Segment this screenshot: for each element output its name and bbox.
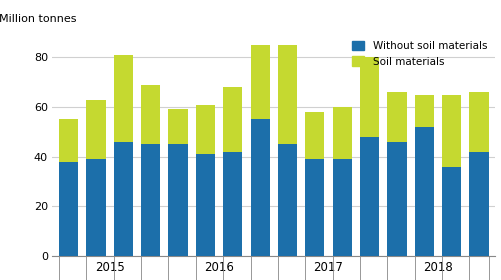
Bar <box>168 144 187 256</box>
Bar <box>442 167 461 256</box>
Bar <box>387 142 406 256</box>
Bar <box>168 109 187 144</box>
Bar <box>196 154 215 256</box>
Bar <box>360 137 379 256</box>
Bar <box>415 95 434 127</box>
Bar <box>305 112 325 159</box>
Bar <box>86 100 106 159</box>
Bar <box>114 142 133 256</box>
Bar <box>469 92 488 152</box>
Bar <box>469 152 488 256</box>
Bar <box>278 144 297 256</box>
Bar <box>250 45 270 120</box>
Bar <box>387 92 406 142</box>
Bar <box>333 107 352 159</box>
Bar <box>278 45 297 144</box>
Bar <box>442 95 461 167</box>
Bar <box>223 152 242 256</box>
Legend: Without soil materials, Soil materials: Without soil materials, Soil materials <box>349 38 490 70</box>
Text: Million tonnes: Million tonnes <box>0 14 77 24</box>
Bar <box>250 120 270 256</box>
Bar <box>114 55 133 142</box>
Bar <box>305 159 325 256</box>
Bar <box>196 104 215 154</box>
Bar <box>141 144 160 256</box>
Bar <box>333 159 352 256</box>
Bar <box>415 127 434 256</box>
Bar <box>59 162 78 256</box>
Bar <box>59 120 78 162</box>
Bar <box>141 85 160 144</box>
Bar <box>86 159 106 256</box>
Bar <box>223 87 242 152</box>
Bar <box>360 57 379 137</box>
